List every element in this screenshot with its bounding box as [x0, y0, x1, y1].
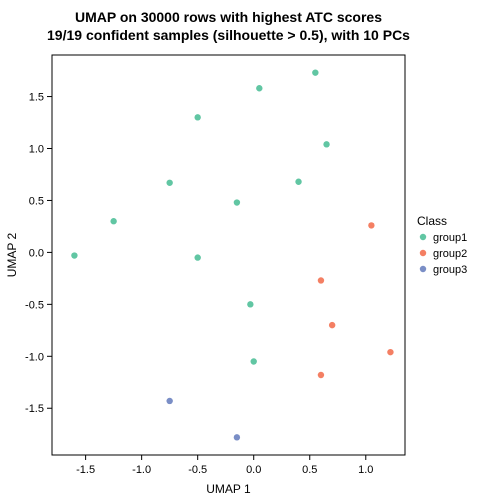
- chart-title-line1: UMAP on 30000 rows with highest ATC scor…: [75, 9, 382, 25]
- data-point: [71, 252, 77, 258]
- y-tick-label: -0.5: [25, 299, 44, 311]
- x-tick-label: 1.0: [358, 464, 373, 476]
- data-point: [166, 398, 172, 404]
- data-point: [387, 349, 393, 355]
- data-point: [256, 85, 262, 91]
- x-tick-label: -1.5: [76, 464, 95, 476]
- legend-title: Class: [417, 214, 447, 228]
- y-tick-label: 1.0: [29, 144, 44, 156]
- x-tick-label: -1.0: [132, 464, 151, 476]
- data-point: [323, 141, 329, 147]
- y-tick-label: 0.5: [29, 195, 44, 207]
- x-axis-label: UMAP 1: [206, 482, 251, 496]
- data-point: [251, 358, 257, 364]
- data-point: [318, 372, 324, 378]
- data-point: [194, 114, 200, 120]
- legend-item-label: group2: [433, 248, 467, 260]
- data-point: [318, 277, 324, 283]
- x-tick-label: -0.5: [188, 464, 207, 476]
- data-point: [295, 179, 301, 185]
- y-axis-label: UMAP 2: [5, 232, 19, 277]
- legend-swatch: [420, 266, 426, 272]
- legend-item-label: group1: [433, 232, 467, 244]
- data-point: [234, 199, 240, 205]
- legend-swatch: [420, 250, 426, 256]
- scatter-chart: -1.5 -1.0 -0.5 0.0 0.5 1.0 -1.5 -1.0 -0.5 0.0 0.5 1…: [0, 0, 504, 504]
- x-tick-label: 0.0: [246, 464, 261, 476]
- y-tick-label: 1.5: [29, 92, 44, 104]
- y-tick-label: -1.0: [25, 351, 44, 363]
- data-point: [234, 434, 240, 440]
- data-point: [166, 180, 172, 186]
- data-point: [194, 254, 200, 260]
- chart-root: -1.5 -1.0 -0.5 0.0 0.5 1.0 -1.5 -1.0 -0.5 0.0 0.5 1…: [0, 0, 504, 504]
- data-point: [329, 322, 335, 328]
- data-point: [247, 301, 253, 307]
- legend-swatch: [420, 234, 426, 240]
- data-point: [110, 218, 116, 224]
- y-tick-label: -1.5: [25, 403, 44, 415]
- data-point: [368, 222, 374, 228]
- chart-title-line2: 19/19 confident samples (silhouette > 0.…: [47, 27, 410, 43]
- y-tick-label: 0.0: [29, 247, 44, 259]
- legend-item-label: group3: [433, 264, 467, 276]
- x-tick-label: 0.5: [302, 464, 317, 476]
- data-point: [312, 69, 318, 75]
